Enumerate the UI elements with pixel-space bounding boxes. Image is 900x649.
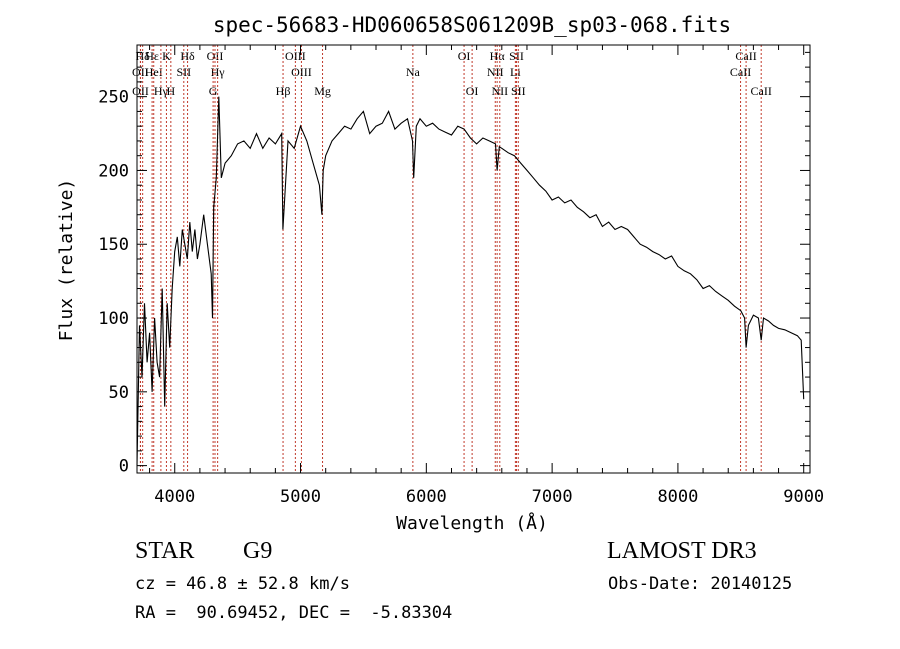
spectrum-line	[136, 96, 805, 466]
line-label: CaII	[735, 49, 756, 63]
line-label: Hγ	[154, 84, 169, 98]
line-label: Hα	[490, 49, 506, 63]
line-label: OII	[132, 84, 149, 98]
star-class: STAR	[135, 538, 195, 564]
spectrum-series	[136, 96, 805, 466]
x-tick-label: 5000	[280, 487, 321, 507]
line-label: HeI	[145, 65, 163, 79]
line-label: K	[162, 49, 171, 63]
line-label: Mg	[314, 84, 331, 98]
y-axis-label: Flux (relative)	[56, 179, 77, 342]
y-tick-label: 100	[98, 309, 129, 329]
line-label: Hδ	[180, 49, 195, 63]
x-tick-label: 6000	[406, 487, 447, 507]
y-tick-label: 50	[109, 383, 129, 403]
line-label: CaII	[751, 84, 772, 98]
y-tick-label: 200	[98, 161, 129, 181]
plot-frame	[136, 44, 811, 474]
line-label: NII	[487, 65, 504, 79]
line-label: Hγ	[211, 65, 226, 79]
line-label: Hβ	[276, 84, 291, 98]
line-label: SII	[509, 49, 524, 63]
line-label: OII	[207, 49, 224, 63]
line-label: Na	[406, 65, 421, 79]
line-label: Li	[510, 65, 521, 79]
line-label: G	[209, 84, 218, 98]
line-label: OIII	[291, 65, 312, 79]
line-label: OI	[466, 84, 479, 98]
x-axis-label: Wavelength (Å)	[396, 512, 548, 534]
axis-ticks: 4000 5000 6000 7000 8000 9000 0 50 100 150 200 250	[98, 45, 824, 507]
survey-label: LAMOST DR3	[607, 538, 757, 564]
line-label: OIII	[285, 49, 306, 63]
y-tick-label: 150	[98, 235, 129, 255]
y-tick-label: 0	[119, 457, 129, 477]
redshift-value: cz = 46.8 ± 52.8 km/s	[135, 574, 350, 594]
line-label: SII	[176, 65, 191, 79]
star-subclass: G9	[243, 538, 273, 564]
coordinates: RA = 90.69452, DEC = -5.83304	[135, 603, 453, 623]
x-tick-label: 9000	[783, 487, 824, 507]
x-tick-label: 4000	[154, 487, 195, 507]
line-label: SII	[511, 84, 526, 98]
line-label: NII	[491, 84, 508, 98]
line-label: OI	[458, 49, 471, 63]
x-tick-label: 7000	[532, 487, 573, 507]
obs-date: Obs-Date: 20140125	[608, 574, 793, 594]
x-tick-label: 8000	[657, 487, 698, 507]
y-tick-label: 250	[98, 88, 129, 108]
chart-title: spec-56683-HD060658S061209B_sp03-068.fit…	[213, 13, 731, 37]
line-label: Hε	[145, 49, 159, 63]
line-label: OII	[132, 65, 149, 79]
line-label: CaII	[730, 65, 751, 79]
line-label: H	[167, 84, 176, 98]
